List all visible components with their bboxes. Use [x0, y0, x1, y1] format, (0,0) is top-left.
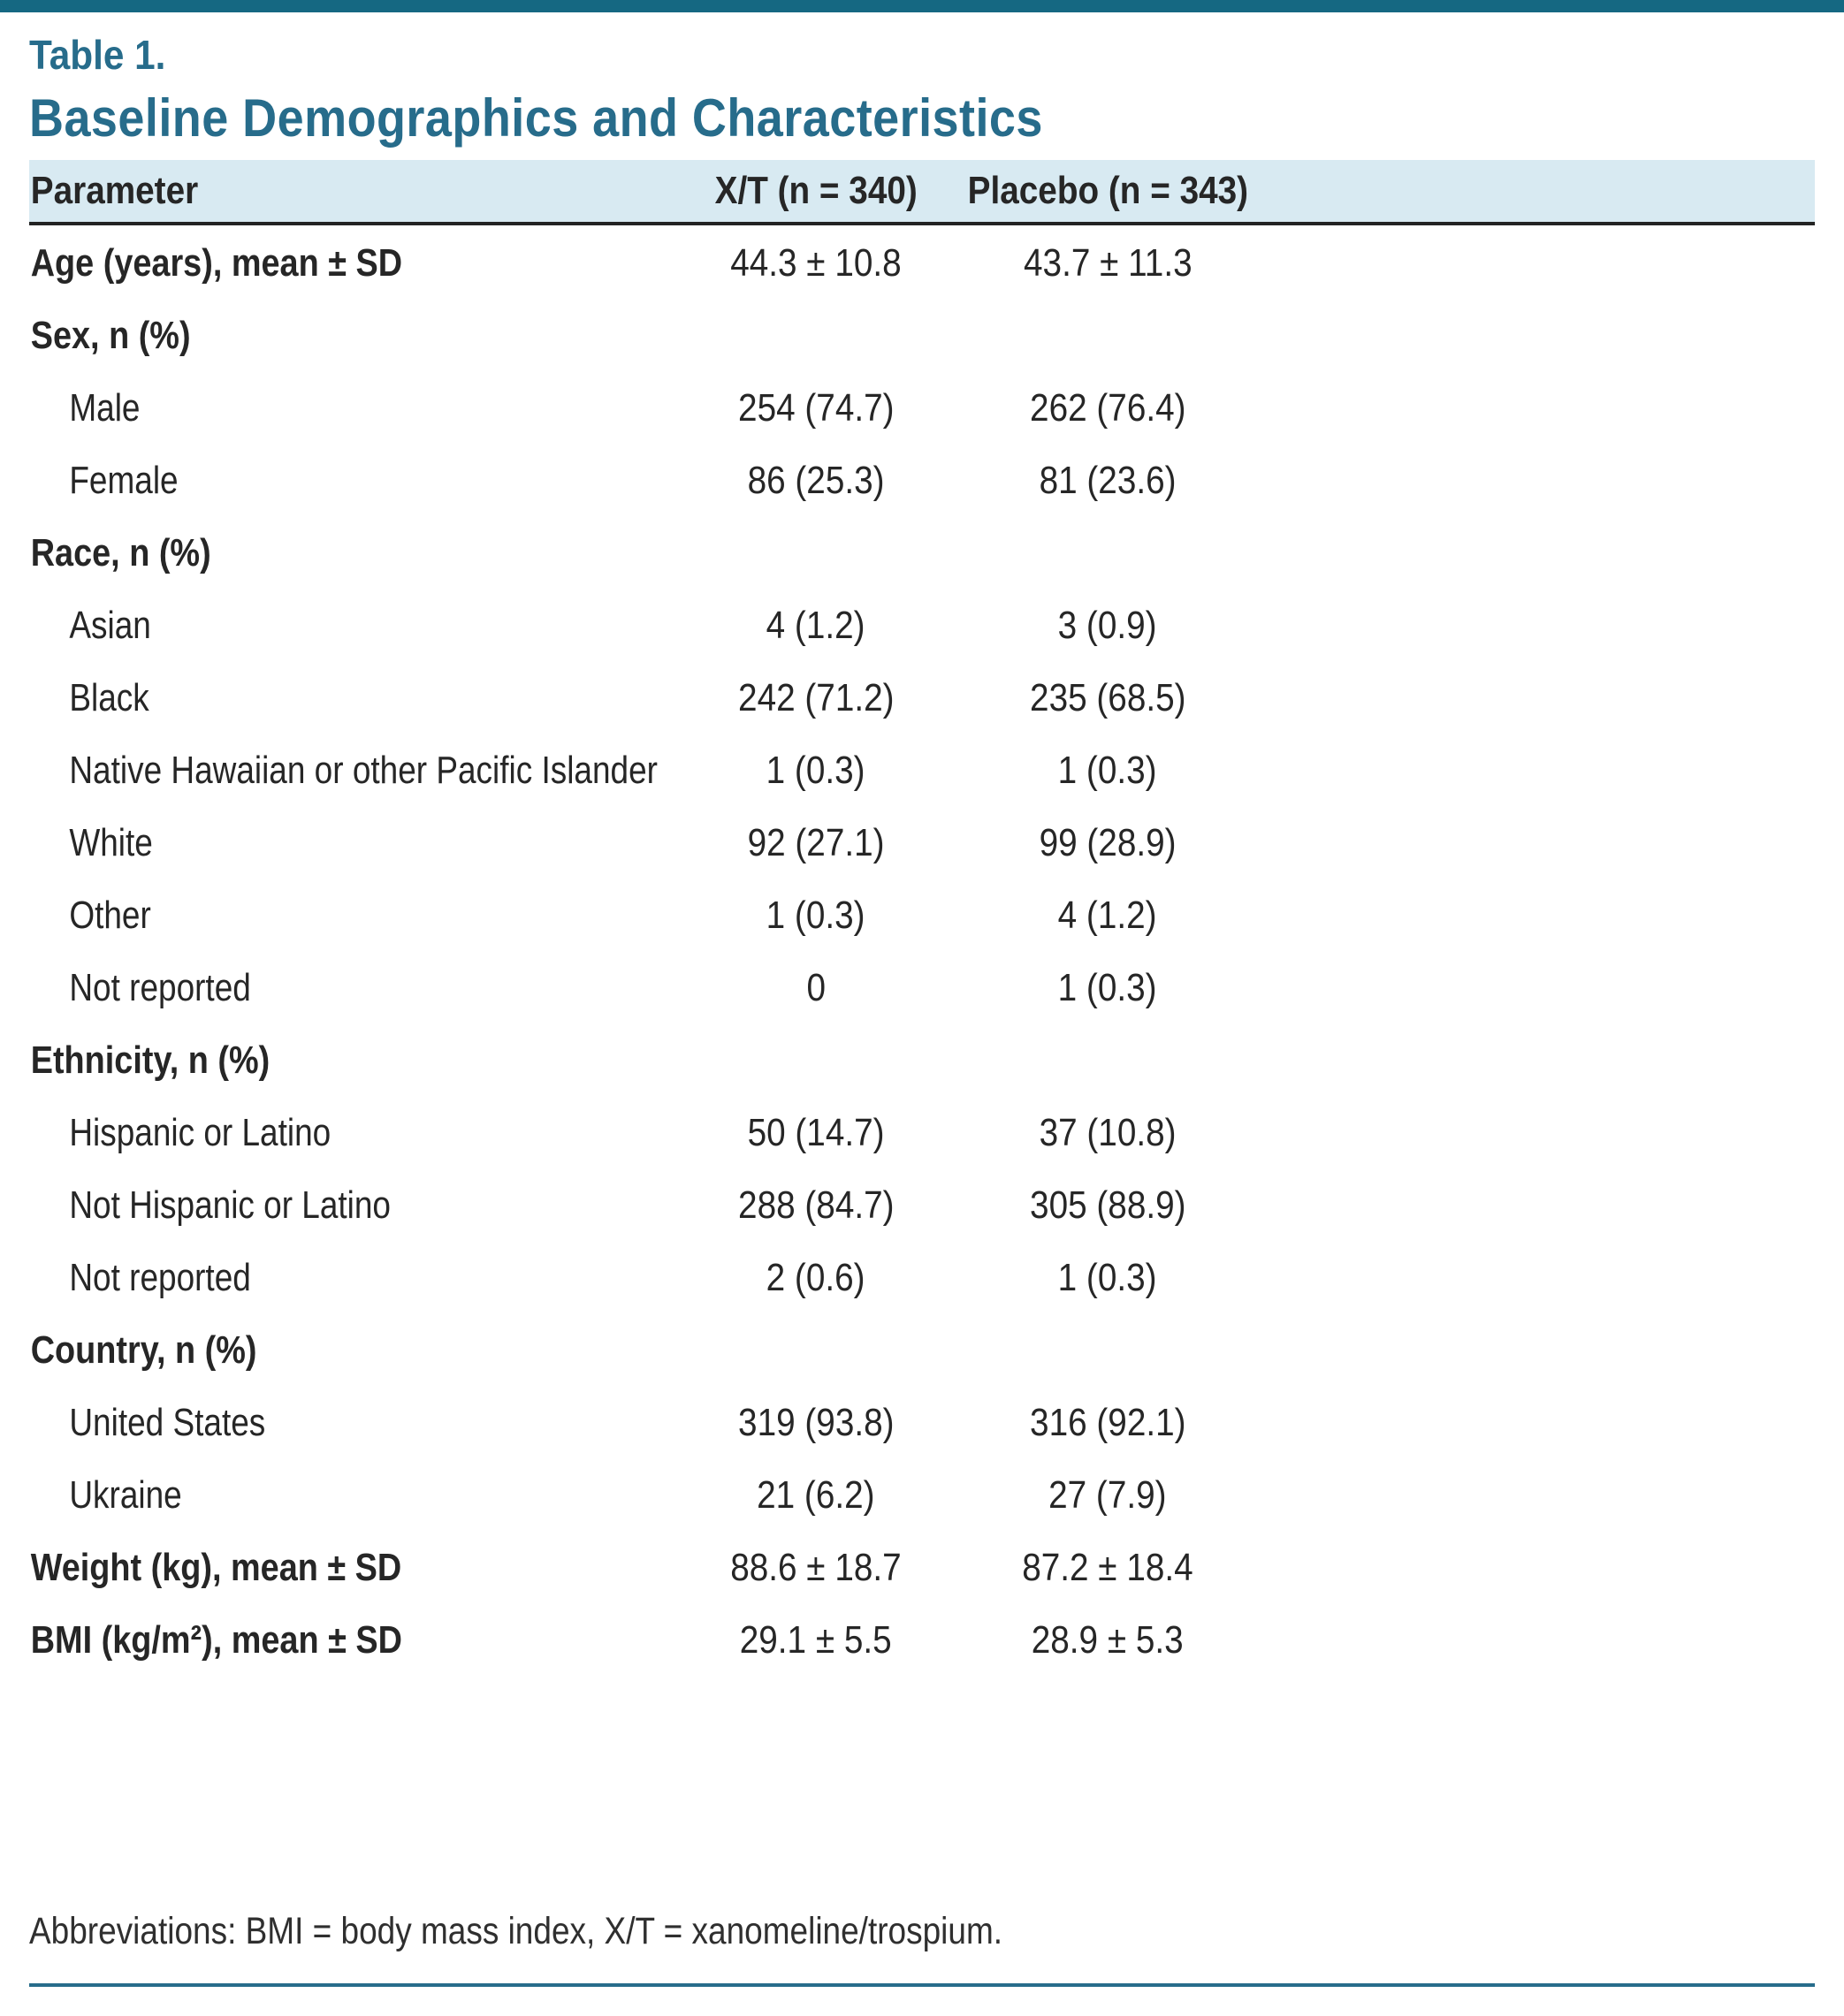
table-row: Not reported 0 1 (0.3): [29, 952, 1815, 1024]
placebo-value: [949, 1038, 1267, 1083]
placebo-value: 316 (92.1): [1029, 1400, 1186, 1444]
row-label: BMI (kg/m²), mean ± SD: [30, 1617, 402, 1662]
xt-value: 2 (0.6): [766, 1255, 865, 1299]
table-row: White 92 (27.1) 99 (28.9): [29, 807, 1815, 879]
xt-value: 319 (93.8): [737, 1400, 895, 1444]
bottom-accent-rule: [29, 1982, 1815, 1987]
table-row: Ethnicity, n (%): [29, 1024, 1815, 1097]
placebo-value: 27 (7.9): [1048, 1472, 1167, 1517]
column-header-xt: X/T (n = 340): [683, 169, 949, 213]
xt-value: [683, 1038, 949, 1083]
placebo-value: 3 (0.9): [1058, 603, 1157, 647]
column-header-xt-text: X/T (n = 340): [714, 168, 918, 212]
xt-value: 1 (0.3): [766, 748, 865, 792]
row-label: United States: [69, 1400, 266, 1444]
placebo-value: 37 (10.8): [1039, 1110, 1177, 1154]
table-header-row: Parameter X/T (n = 340) Placebo (n = 343…: [29, 159, 1815, 225]
placebo-value: 43.7 ± 11.3: [1023, 240, 1193, 285]
xt-value: 29.1 ± 5.5: [740, 1617, 892, 1662]
table-row: Male 254 (74.7) 262 (76.4): [29, 372, 1815, 445]
row-label: Age (years), mean ± SD: [30, 240, 403, 285]
xt-value: 254 (74.7): [737, 385, 895, 430]
row-label: Not reported: [69, 965, 251, 1009]
table-row: Age (years), mean ± SD 44.3 ± 10.8 43.7 ± …: [29, 227, 1815, 300]
placebo-value: [949, 1328, 1267, 1373]
row-label: White: [69, 820, 153, 864]
row-label: Country, n (%): [30, 1328, 257, 1372]
table-figure: Table 1. Baseline Demographics and Chara…: [0, 32, 1844, 1987]
placebo-value: 28.9 ± 5.3: [1032, 1617, 1184, 1662]
row-label: Weight (kg), mean ± SD: [30, 1545, 402, 1589]
xt-value: 4 (1.2): [766, 603, 865, 647]
row-label: Hispanic or Latino: [69, 1110, 331, 1154]
column-header-placebo-text: Placebo (n = 343): [967, 168, 1249, 212]
xt-value: 50 (14.7): [747, 1110, 885, 1154]
table-body: Age (years), mean ± SD 44.3 ± 10.8 43.7 ± …: [29, 227, 1815, 1677]
row-label: Not Hispanic or Latino: [69, 1183, 391, 1227]
placebo-value: 99 (28.9): [1039, 820, 1177, 864]
row-label: Sex, n (%): [30, 313, 191, 357]
table-row: Country, n (%): [29, 1314, 1815, 1387]
table-row: Native Hawaiian or other Pacific Islande…: [29, 734, 1815, 807]
row-label: Ukraine: [69, 1472, 182, 1517]
table-row: Not Hispanic or Latino 288 (84.7) 305 (88.…: [29, 1169, 1815, 1242]
table-row: Hispanic or Latino 50 (14.7) 37 (10.8): [29, 1097, 1815, 1169]
xt-value: 1 (0.3): [766, 893, 865, 937]
xt-value: [683, 1328, 949, 1373]
row-label: Asian: [69, 603, 151, 647]
xt-value: [683, 531, 949, 575]
placebo-value: 305 (88.9): [1029, 1183, 1186, 1227]
row-label: Male: [69, 385, 141, 430]
xt-value: 21 (6.2): [757, 1472, 875, 1517]
xt-value: 44.3 ± 10.8: [730, 240, 902, 285]
placebo-value: 87.2 ± 18.4: [1022, 1545, 1193, 1589]
table-row: BMI (kg/m²), mean ± SD 29.1 ± 5.5 28.9 ± 5…: [29, 1604, 1815, 1677]
placebo-value: 1 (0.3): [1058, 965, 1157, 1009]
table-number-label: Table 1.: [29, 32, 166, 78]
xt-value: 0: [806, 965, 826, 1009]
column-header-placebo: Placebo (n = 343): [949, 169, 1267, 213]
table-row: Sex, n (%): [29, 300, 1815, 372]
table-row: Race, n (%): [29, 517, 1815, 590]
xt-value: 86 (25.3): [747, 458, 885, 502]
xt-value: [683, 314, 949, 358]
row-label: Ethnicity, n (%): [30, 1038, 271, 1082]
row-label: Black: [69, 675, 149, 719]
placebo-value: 1 (0.3): [1058, 1255, 1157, 1299]
row-label: Native Hawaiian or other Pacific Islande…: [69, 748, 658, 792]
table-row: Weight (kg), mean ± SD 88.6 ± 18.7 87.2 ± …: [29, 1532, 1815, 1604]
abbreviations-footnote: Abbreviations: BMI = body mass index, X/…: [29, 1909, 1003, 1952]
table-row: Not reported 2 (0.6) 1 (0.3): [29, 1242, 1815, 1314]
placebo-value: 235 (68.5): [1029, 675, 1186, 719]
table-row: United States 319 (93.8) 316 (92.1): [29, 1387, 1815, 1459]
xt-value: 288 (84.7): [737, 1183, 895, 1227]
row-label: Race, n (%): [30, 530, 211, 574]
table-row: Asian 4 (1.2) 3 (0.9): [29, 590, 1815, 662]
placebo-value: 262 (76.4): [1029, 385, 1186, 430]
placebo-value: 81 (23.6): [1039, 458, 1177, 502]
table-row: Female 86 (25.3) 81 (23.6): [29, 445, 1815, 517]
xt-value: 88.6 ± 18.7: [730, 1545, 902, 1589]
table-row: Other 1 (0.3) 4 (1.2): [29, 879, 1815, 952]
table-row: Black 242 (71.2) 235 (68.5): [29, 662, 1815, 734]
row-label: Female: [69, 458, 179, 502]
xt-value: 242 (71.2): [737, 675, 895, 719]
column-header-parameter: Parameter: [30, 168, 199, 212]
placebo-value: [949, 531, 1267, 575]
placebo-value: [949, 314, 1267, 358]
xt-value: 92 (27.1): [747, 820, 885, 864]
page-title: Baseline Demographics and Characteristic…: [29, 87, 1043, 148]
row-label: Not reported: [69, 1255, 251, 1299]
top-accent-bar: [0, 0, 1844, 12]
placebo-value: 4 (1.2): [1058, 893, 1157, 937]
placebo-value: 1 (0.3): [1058, 748, 1157, 792]
row-label: Other: [69, 893, 151, 937]
table-row: Ukraine 21 (6.2) 27 (7.9): [29, 1459, 1815, 1532]
